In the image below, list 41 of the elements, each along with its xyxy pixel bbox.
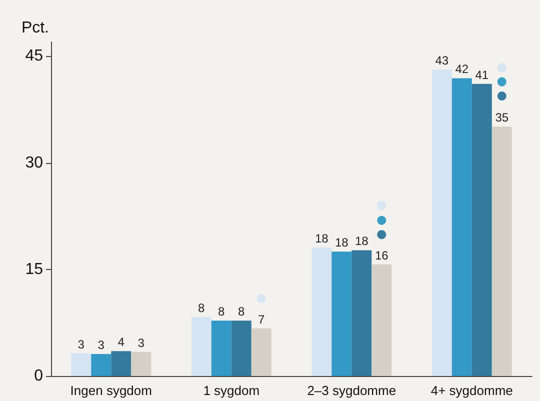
data-label: 8: [238, 304, 246, 319]
bar: [231, 320, 252, 376]
y-tick-label: 30: [25, 154, 44, 172]
bar: [452, 78, 472, 376]
bar: [191, 317, 212, 376]
x-tick-label: Ingen sygdom: [70, 383, 152, 398]
bar: [312, 247, 332, 376]
data-label: 35: [495, 110, 509, 125]
bar: [251, 328, 272, 376]
bar: [432, 70, 452, 376]
y-tick-label: 0: [34, 368, 44, 384]
bar: [211, 320, 232, 376]
data-label: 3: [98, 338, 105, 352]
data-label: 3: [78, 337, 85, 352]
bar: [372, 264, 392, 376]
y-axis-title: Pct.: [21, 20, 49, 36]
data-label: 43: [435, 54, 449, 68]
bar: [131, 352, 152, 376]
x-tick-label: 4+ sygdomme: [430, 383, 513, 398]
data-label: 8: [218, 304, 226, 319]
x-tick-label: 1 sygdom: [203, 383, 260, 398]
data-label: 16: [374, 248, 389, 262]
data-label: 8: [198, 301, 206, 316]
bar: [71, 353, 92, 376]
bar: [472, 84, 492, 376]
data-label: 7: [258, 312, 266, 326]
y-tick-label: 15: [25, 260, 44, 278]
data-label: 4: [118, 335, 125, 350]
data-label: 18: [334, 236, 349, 250]
bar: [91, 354, 112, 376]
bar: [492, 126, 512, 376]
data-label: 18: [314, 231, 329, 246]
bar: [332, 252, 352, 376]
bar: [352, 250, 372, 376]
bar: [111, 351, 132, 376]
x-tick-label: 2–3 sygdomme: [307, 383, 396, 398]
data-label: 42: [455, 62, 469, 76]
data-label: 41: [475, 68, 489, 82]
data-label: 3: [138, 336, 145, 350]
data-label: 18: [354, 234, 369, 248]
y-tick-label: 45: [25, 48, 44, 65]
